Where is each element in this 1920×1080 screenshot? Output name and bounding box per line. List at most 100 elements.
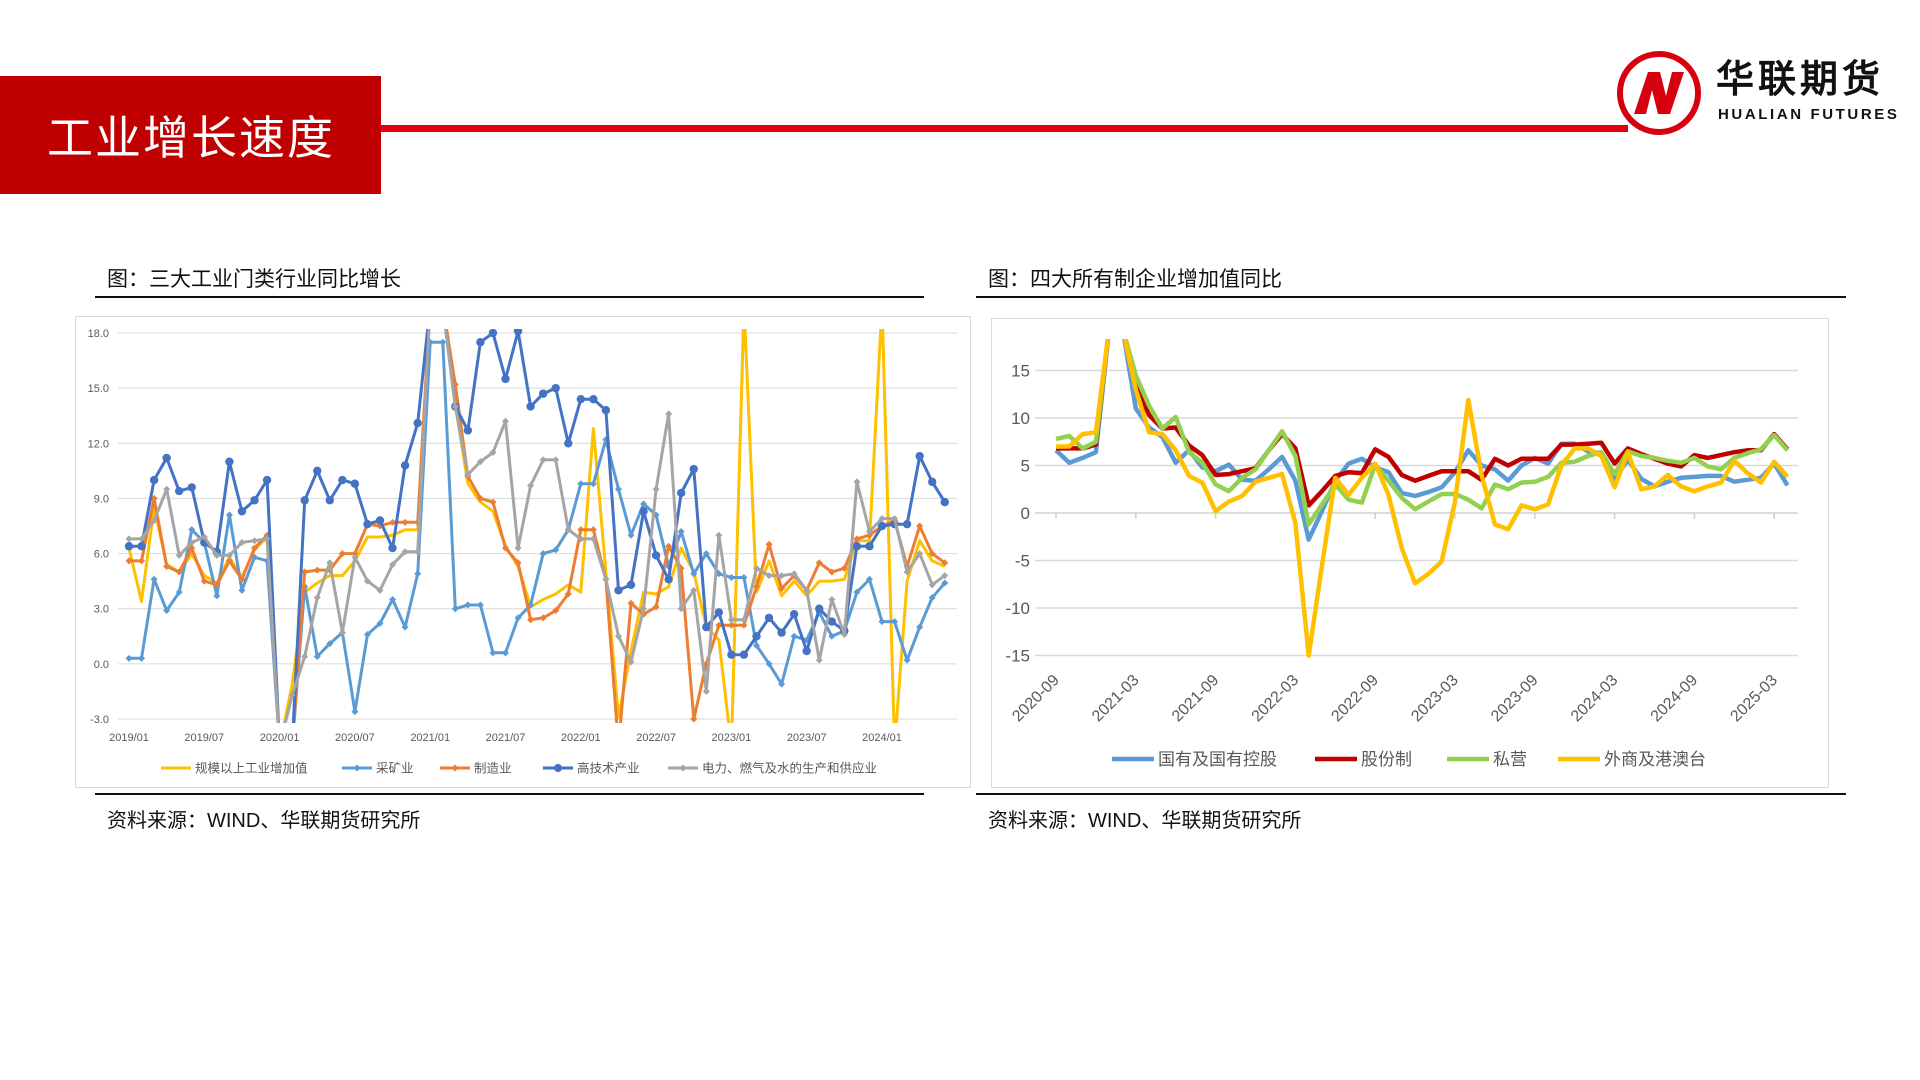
left-source-rule bbox=[95, 793, 924, 795]
data-point bbox=[614, 485, 622, 493]
plot-area bbox=[1054, 339, 1790, 658]
data-point bbox=[175, 486, 184, 496]
data-point bbox=[564, 439, 573, 448]
data-point bbox=[778, 680, 786, 688]
data-point bbox=[539, 456, 547, 464]
data-point bbox=[225, 511, 233, 519]
data-point bbox=[388, 543, 397, 553]
data-point bbox=[828, 568, 836, 576]
data-point bbox=[501, 374, 510, 384]
data-point bbox=[789, 610, 799, 619]
page-title: 工业增长速度 bbox=[47, 112, 335, 164]
data-point bbox=[401, 518, 409, 526]
data-point bbox=[840, 564, 848, 572]
data-point bbox=[827, 617, 836, 626]
data-point bbox=[527, 616, 535, 624]
data-point bbox=[627, 599, 635, 607]
data-point bbox=[414, 548, 422, 556]
right-chart-svg: 15 10 5 0 -5 -10 -15 2020-09 2021-03 2021-09 2022-… bbox=[1005, 339, 1798, 769]
data-point bbox=[251, 537, 258, 545]
data-point bbox=[928, 581, 936, 589]
data-point bbox=[351, 550, 359, 558]
data-point bbox=[690, 570, 698, 578]
data-point bbox=[652, 485, 660, 493]
data-point bbox=[502, 544, 509, 552]
data-point bbox=[489, 448, 497, 456]
data-point bbox=[313, 566, 321, 574]
data-point bbox=[589, 526, 597, 534]
hualian-logo-icon bbox=[1617, 51, 1701, 135]
data-point bbox=[928, 477, 937, 487]
data-point bbox=[389, 518, 397, 526]
data-point bbox=[577, 535, 585, 543]
data-point bbox=[689, 464, 698, 474]
data-point bbox=[615, 743, 622, 750]
series-line-4 bbox=[129, 329, 946, 723]
y-tick-label: 15.0 bbox=[88, 383, 109, 395]
data-point bbox=[389, 561, 397, 569]
legend-label: 采矿业 bbox=[376, 762, 414, 776]
y-tick-label: 15 bbox=[1011, 362, 1030, 381]
data-point bbox=[213, 592, 221, 600]
y-tick-label: 10 bbox=[1011, 409, 1030, 428]
x-tick-label: 2020-09 bbox=[1009, 672, 1063, 726]
data-point bbox=[601, 406, 611, 415]
left-chart-title: 图：三大工业门类行业同比增长 bbox=[107, 268, 401, 291]
data-point bbox=[640, 500, 648, 508]
data-point bbox=[877, 521, 887, 531]
x-tick-label: 2022/07 bbox=[636, 732, 676, 744]
data-point bbox=[175, 551, 183, 559]
legend-label: 规模以上工业增加值 bbox=[195, 761, 308, 776]
data-point bbox=[414, 570, 422, 578]
data-point bbox=[401, 623, 409, 631]
data-point bbox=[903, 568, 911, 576]
y-tick-label: 12.0 bbox=[88, 438, 109, 450]
data-point bbox=[552, 546, 560, 554]
data-point bbox=[878, 515, 886, 523]
data-point bbox=[765, 540, 773, 548]
data-point bbox=[488, 329, 498, 338]
left-source-note: 资料来源：WIND、华联期货研究所 bbox=[107, 810, 421, 832]
x-tick-label: 2023/07 bbox=[787, 732, 827, 744]
data-point bbox=[589, 535, 597, 543]
data-point bbox=[664, 575, 673, 584]
data-point bbox=[702, 622, 711, 632]
legend-marker bbox=[451, 764, 459, 772]
data-point bbox=[326, 640, 334, 648]
data-point bbox=[677, 528, 685, 536]
data-point bbox=[162, 453, 171, 463]
legend-label: 私营 bbox=[1493, 750, 1527, 769]
legend-label: 外商及港澳台 bbox=[1604, 750, 1706, 769]
data-point bbox=[200, 533, 208, 541]
data-point bbox=[539, 550, 547, 558]
data-point bbox=[803, 586, 811, 594]
left-chart: 18.0 15.0 12.0 9.0 6.0 3.0 0.0 -3.0 2019/01 2019/… bbox=[75, 316, 971, 788]
data-point bbox=[125, 557, 133, 565]
data-point bbox=[902, 519, 912, 529]
legend-label: 高技术产业 bbox=[577, 761, 640, 776]
data-point bbox=[463, 426, 473, 435]
data-point bbox=[651, 551, 661, 560]
data-point bbox=[237, 507, 247, 516]
data-point bbox=[476, 337, 485, 347]
data-point bbox=[702, 687, 710, 695]
data-point bbox=[489, 498, 497, 506]
x-tick-label: 2024-09 bbox=[1648, 672, 1702, 726]
data-point bbox=[149, 475, 159, 485]
x-tick-label: 2020/01 bbox=[260, 732, 300, 744]
data-point bbox=[614, 586, 623, 595]
data-point bbox=[502, 649, 509, 657]
data-point bbox=[313, 466, 322, 476]
data-point bbox=[941, 572, 949, 580]
header-banner bbox=[0, 76, 381, 194]
data-point bbox=[526, 402, 535, 411]
data-point bbox=[853, 535, 861, 543]
data-point bbox=[376, 586, 384, 594]
data-point bbox=[538, 389, 548, 398]
series-line-3 bbox=[129, 329, 947, 723]
data-point bbox=[276, 743, 283, 750]
y-tick-label: 5 bbox=[1021, 457, 1030, 476]
header-divider bbox=[381, 125, 1628, 132]
x-tick-label: 2023-03 bbox=[1408, 672, 1462, 726]
